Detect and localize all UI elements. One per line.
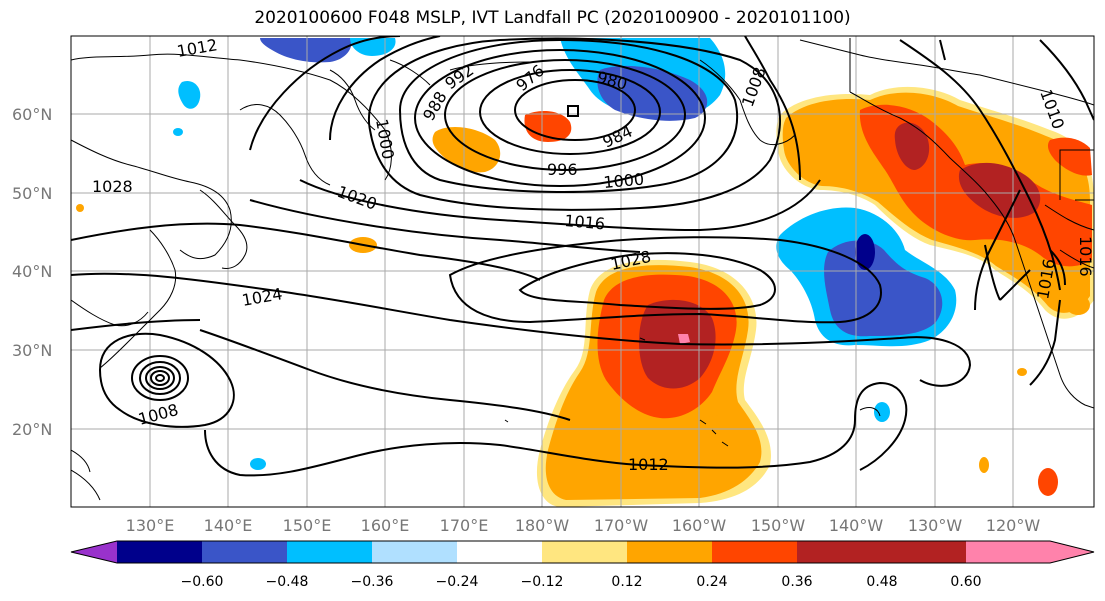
colorbar-segment <box>712 541 797 563</box>
contour-label: 1016 <box>564 211 606 233</box>
colorbar: −0.60 −0.48 −0.36 −0.24 −0.12 0.12 0.24 … <box>70 540 1095 590</box>
colorbar-segment <box>542 541 627 563</box>
low-center-marker <box>567 105 579 117</box>
colorbar-tick-label: −0.36 <box>351 574 394 590</box>
lon-tick-label: 150°E <box>283 516 332 535</box>
lat-tick-label: 50°N <box>12 184 52 203</box>
colorbar-tick-label: −0.24 <box>436 574 479 590</box>
colorbar-segment <box>287 541 372 563</box>
colorbar-segment <box>372 541 457 563</box>
lat-tick-label: 20°N <box>12 420 52 439</box>
contour-label: 1012 <box>628 455 669 474</box>
lat-tick-label: 30°N <box>12 341 52 360</box>
colorbar-tick-label: −0.60 <box>181 574 224 590</box>
contour-label: 1028 <box>92 177 133 196</box>
map-plot-area: 1012 992 976 980 988 1000 984 996 1000 1… <box>71 36 1095 507</box>
lon-tick-label: 130°W <box>908 516 963 535</box>
map-frame <box>70 35 1095 508</box>
colorbar-segment <box>457 541 542 563</box>
colorbar-tick-label: 0.24 <box>696 574 727 590</box>
colorbar-extend-high <box>1050 541 1094 563</box>
mslp-contours <box>71 36 1094 477</box>
colorbar-segment <box>966 541 1050 563</box>
colorbar-tick-label: 0.48 <box>866 574 897 590</box>
lat-tick-label: 60°N <box>12 105 52 124</box>
lat-tick-label: 40°N <box>12 262 52 281</box>
colorbar-tick-label: 0.60 <box>950 574 981 590</box>
coastlines <box>71 38 1094 501</box>
lon-tick-label: 170°E <box>440 516 489 535</box>
longitude-labels: 130°E 140°E 150°E 160°E 170°E 180°W 170°… <box>126 516 1041 535</box>
colorbar-segment <box>627 541 712 563</box>
colorbar-segment <box>882 541 966 563</box>
typhoon-low-contours <box>131 355 189 401</box>
lon-tick-label: 140°W <box>829 516 884 535</box>
lon-tick-label: 140°E <box>204 516 253 535</box>
contour-label: 996 <box>547 160 578 179</box>
lon-tick-label: 150°W <box>751 516 806 535</box>
ivt-positive-plume <box>536 259 771 507</box>
lon-tick-label: 170°W <box>594 516 649 535</box>
lon-tick-label: 160°W <box>672 516 727 535</box>
colorbar-tick-label: 0.12 <box>611 574 642 590</box>
lon-tick-label: 130°E <box>126 516 175 535</box>
map-title: 2020100600 F048 MSLP, IVT Landfall PC (2… <box>254 8 851 28</box>
colorbar-tick-label: −0.12 <box>521 574 564 590</box>
lon-tick-label: 120°W <box>986 516 1041 535</box>
colorbar-segment <box>202 541 287 563</box>
contour-label: 1016 <box>1076 236 1095 277</box>
colorbar-segment <box>797 541 882 563</box>
ivt-negative <box>173 38 957 470</box>
colorbar-tick-label: −0.48 <box>266 574 309 590</box>
colorbar-extend-low <box>71 541 117 563</box>
lon-tick-label: 180°W <box>515 516 570 535</box>
colorbar-segment <box>117 541 202 563</box>
contour-label: 1000 <box>603 170 645 192</box>
colorbar-tick-label: 0.36 <box>781 574 812 590</box>
latitude-labels: 60°N 50°N 40°N 30°N 20°N <box>12 105 52 439</box>
lon-tick-label: 160°E <box>361 516 410 535</box>
graticule <box>71 36 1094 507</box>
